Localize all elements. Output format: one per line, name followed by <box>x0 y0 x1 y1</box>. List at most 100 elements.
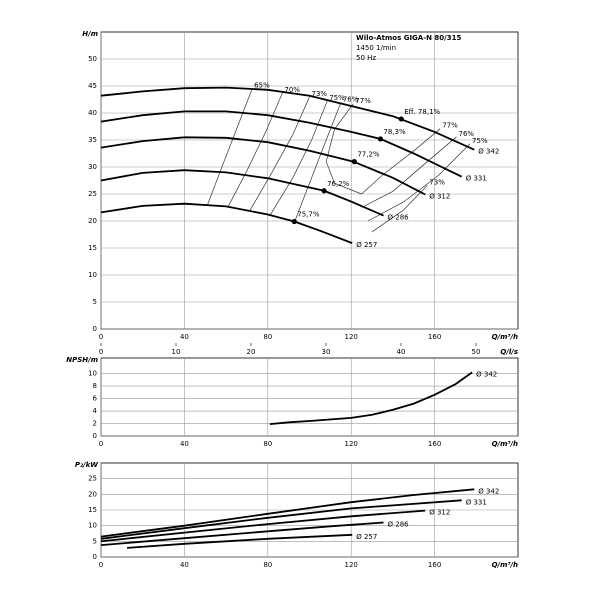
y-tick-label: 0 <box>93 432 97 440</box>
y-tick-label: 35 <box>88 136 97 144</box>
annotation: 50 Hz <box>356 54 376 62</box>
curve <box>100 202 353 244</box>
annotation: 1450 1/min <box>356 44 396 52</box>
efficiency-line <box>227 92 283 207</box>
x-tick-label: 0 <box>99 561 103 569</box>
y-tick-label: 15 <box>88 244 97 252</box>
y-axis-label: P₂/kW <box>75 461 98 469</box>
y-tick-label: 25 <box>88 190 97 198</box>
x-tick-label: 80 <box>263 561 272 569</box>
x-tick-label: 0 <box>99 440 103 448</box>
x2-tick-label: 50 <box>472 348 481 356</box>
y-tick-label: 5 <box>93 298 97 306</box>
plot-frame <box>100 357 519 437</box>
y-tick-label: 15 <box>88 506 97 514</box>
efficiency-line <box>269 100 328 216</box>
x-tick-label: 40 <box>180 440 189 448</box>
curve <box>100 509 426 543</box>
curve <box>127 533 353 549</box>
efficiency-label: 65% <box>254 82 270 90</box>
curve <box>269 371 473 425</box>
curve-label: Ø 286 <box>388 521 410 529</box>
curve-label: Ø 312 <box>429 193 450 201</box>
curve-label: Ø 257 <box>356 241 377 249</box>
x2-tick-label: 20 <box>247 348 256 356</box>
curve-label: Ø 342 <box>478 148 499 156</box>
curve <box>100 86 475 151</box>
efficiency-label: 75% <box>472 137 488 145</box>
curve-label: Ø 257 <box>356 533 377 541</box>
best-point-label: Eff. 78,1% <box>404 108 440 116</box>
x-tick-label: 40 <box>180 333 189 341</box>
curve <box>100 521 384 546</box>
x-tick-label: 120 <box>345 440 358 448</box>
x-tick-label: 160 <box>428 333 441 341</box>
y-tick-label: 5 <box>93 537 97 545</box>
curve <box>100 488 475 538</box>
curve <box>100 499 462 540</box>
x-tick-label: 80 <box>263 440 272 448</box>
y-tick-label: 50 <box>88 55 97 63</box>
efficiency-label: 76% <box>343 96 359 104</box>
x-tick-label: 120 <box>345 333 358 341</box>
efficiency-line <box>367 143 471 222</box>
y-tick-label: 2 <box>93 420 97 428</box>
y-tick-label: 10 <box>88 271 97 279</box>
efficiency-label: 77% <box>442 122 458 130</box>
efficiency-label: 73% <box>312 90 328 98</box>
y-tick-label: 4 <box>93 407 98 415</box>
y-tick-label: 20 <box>88 490 97 498</box>
curve-label: Ø 342 <box>476 370 497 378</box>
best-point <box>291 218 297 225</box>
curve-label: Ø 331 <box>466 498 487 506</box>
best-point-label: 75,7% <box>297 211 320 219</box>
best-point-label: 78,3% <box>383 128 406 136</box>
efficiency-label: 75% <box>329 94 345 102</box>
efficiency-line <box>371 185 428 233</box>
annotation: Wilo-Atmos GIGA-N 80/315 <box>356 34 461 42</box>
efficiency-line <box>249 96 310 211</box>
x2-tick-label: 40 <box>397 348 406 356</box>
best-point-label: 76,2% <box>327 180 350 188</box>
y-tick-label: 45 <box>88 82 97 90</box>
x-tick-label: 40 <box>180 561 189 569</box>
y-tick-label: 30 <box>88 163 97 171</box>
y-tick-label: 6 <box>93 395 98 403</box>
curve <box>100 169 384 217</box>
x-axis-label: Q/m³/h <box>492 561 518 569</box>
efficiency-label: 76% <box>458 130 474 138</box>
efficiency-label: 70% <box>284 86 300 94</box>
y-axis-label: NPSH/m <box>66 356 98 364</box>
efficiency-line <box>325 103 362 195</box>
efficiency-line <box>294 102 342 222</box>
y-tick-label: 10 <box>88 370 97 378</box>
curve <box>100 136 426 196</box>
efficiency-label: 73% <box>429 178 445 186</box>
best-point-label: 77,2% <box>357 151 380 159</box>
efficiency-line <box>361 136 457 208</box>
y-tick-label: 10 <box>88 522 97 530</box>
y-tick-label: 8 <box>93 382 97 390</box>
efficiency-line <box>206 88 253 206</box>
curve-label: Ø 331 <box>466 175 487 183</box>
x2-tick-label: 10 <box>172 348 181 356</box>
plot-frame <box>100 31 519 330</box>
best-point <box>351 159 357 165</box>
x2-axis-label: Q/l/s <box>500 348 518 356</box>
x-tick-label: 160 <box>428 561 441 569</box>
curve-label: Ø 342 <box>478 487 499 495</box>
best-point <box>377 136 383 142</box>
x2-tick-label: 0 <box>99 348 103 356</box>
y-tick-label: 20 <box>88 217 97 225</box>
efficiency-line <box>361 128 441 195</box>
y-tick-label: 0 <box>93 325 97 333</box>
x-tick-label: 80 <box>263 333 272 341</box>
x-tick-label: 0 <box>99 333 103 341</box>
y-tick-label: 40 <box>88 109 97 117</box>
best-point <box>321 188 327 194</box>
curve-label: Ø 312 <box>429 509 450 517</box>
y-axis-label: H/m <box>82 30 98 38</box>
x-axis-label: Q/m³/h <box>492 440 518 448</box>
x-tick-label: 120 <box>345 561 358 569</box>
